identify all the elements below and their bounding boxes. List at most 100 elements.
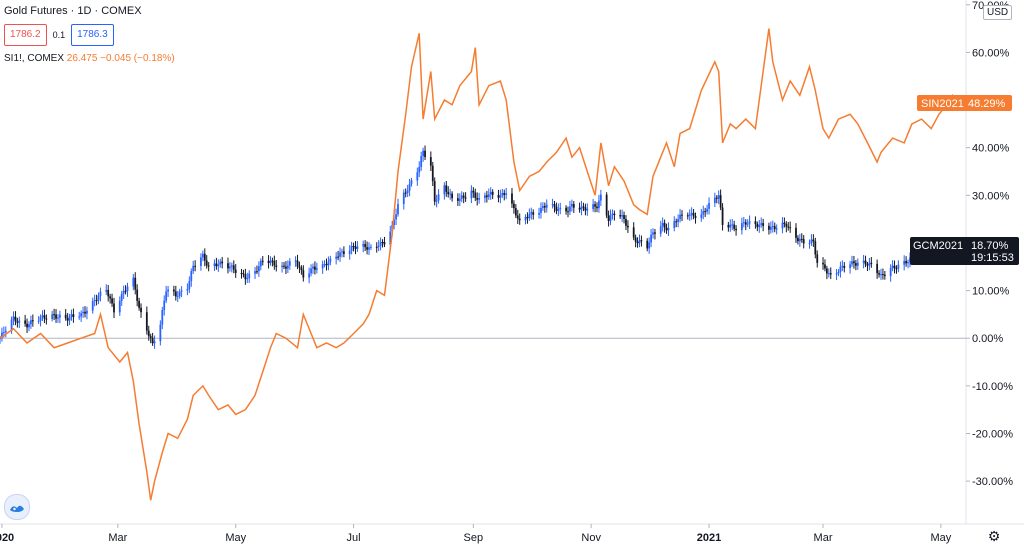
candle-body [721, 207, 724, 225]
candle-body [312, 266, 314, 269]
candle-body [719, 195, 722, 208]
candle-body [464, 197, 467, 199]
candle-body [259, 260, 262, 267]
candle-body [72, 314, 75, 318]
candle-body [95, 300, 98, 302]
candle-body [518, 218, 521, 221]
candle-body [829, 273, 832, 275]
candle-body [26, 323, 28, 328]
candle-body [605, 194, 608, 216]
candle-body [673, 221, 676, 229]
candle-body [337, 256, 339, 258]
candle-body [460, 195, 463, 199]
compare-symbol[interactable]: SI1!, COMEX [4, 53, 65, 64]
x-tick-label: Sep [464, 532, 484, 544]
tradingview-logo-icon[interactable] [4, 494, 30, 520]
candle-body [149, 336, 152, 338]
candle-body [516, 215, 519, 219]
candle-body [849, 264, 851, 269]
candle-body [80, 313, 83, 317]
candle-body [286, 265, 289, 269]
ask-price-box[interactable]: 1786.3 [71, 24, 114, 46]
candle-body [443, 185, 446, 195]
candle-body [348, 250, 351, 254]
candle-body [28, 324, 30, 328]
chart-legend: Gold Futures · 1D · COMEX 1786.2 0.1 178… [4, 4, 175, 66]
candle-body [2, 332, 5, 334]
candle-body [754, 221, 757, 225]
candle-body [14, 316, 17, 322]
candle-body [572, 204, 575, 208]
candle-body [118, 300, 121, 313]
candle-body [514, 208, 517, 216]
bid-price-box[interactable]: 1786.2 [4, 24, 47, 46]
candle-body [485, 195, 488, 198]
candle-body [395, 214, 397, 220]
candle-body [257, 266, 260, 272]
symbol-title[interactable]: Gold Futures · 1D · COMEX [4, 5, 142, 17]
candle-body [82, 311, 84, 314]
candle-body [578, 207, 581, 210]
candle-body [565, 207, 567, 212]
candle-body [420, 156, 423, 167]
candle-body [408, 183, 411, 191]
spread-value: 0.1 [52, 30, 66, 40]
x-tick-label: 2021 [697, 532, 721, 544]
candle-body [511, 193, 513, 204]
candle-body [812, 239, 815, 242]
candle-body [632, 227, 635, 238]
candle-body [342, 251, 345, 254]
candle-body [853, 261, 855, 264]
silver-label-value: 48.29% [968, 98, 1006, 110]
candle-body [729, 224, 732, 228]
candle-body [248, 273, 251, 279]
candle-body [354, 246, 357, 249]
candle-body [501, 193, 504, 196]
candle-body [364, 244, 367, 248]
candle-body [530, 212, 533, 215]
candle-body [217, 264, 220, 267]
candle-body [582, 206, 585, 208]
candle-body [882, 274, 884, 276]
candle-body [410, 180, 413, 184]
candle-body [677, 219, 680, 223]
candle-body [132, 277, 135, 287]
candle-body [370, 246, 372, 248]
candle-body [302, 270, 305, 278]
candle-body [713, 197, 716, 203]
candle-body [97, 295, 100, 301]
x-axis[interactable]: 2020 Mar May Jul Sep Nov 2021 Mar May [0, 524, 952, 544]
candle-body [609, 215, 612, 221]
candle-body [375, 246, 378, 248]
candle-body [499, 195, 502, 198]
candle-body [586, 208, 589, 211]
candle-body [625, 218, 627, 226]
gear-icon[interactable]: ⚙ [987, 528, 1001, 544]
candle-body [86, 310, 88, 314]
candle-body [194, 265, 197, 267]
candle-body [580, 206, 583, 210]
y-axis[interactable]: 70.00%60.00%50.00%40.00%30.00%20.00%10.0… [966, 0, 1013, 488]
candle-body [526, 216, 529, 219]
candle-body [429, 157, 432, 166]
candle-body [352, 245, 355, 247]
candle-body [785, 223, 788, 227]
candle-body [234, 269, 237, 273]
candle-body [147, 330, 150, 337]
candle-body [242, 273, 245, 275]
candle-body [281, 265, 283, 268]
candle-body [619, 215, 622, 217]
candle-body [53, 314, 55, 316]
candle-body [797, 237, 799, 242]
candle-body [84, 311, 86, 314]
candle-body [690, 212, 693, 215]
candle-body [269, 260, 272, 264]
currency-badge[interactable]: USD [983, 5, 1013, 20]
x-tick-label: Jul [347, 532, 361, 544]
candle-body [856, 262, 859, 266]
candle-body [159, 324, 162, 342]
candle-body [256, 271, 258, 273]
candle-body [613, 213, 616, 216]
candle-body [406, 190, 409, 193]
